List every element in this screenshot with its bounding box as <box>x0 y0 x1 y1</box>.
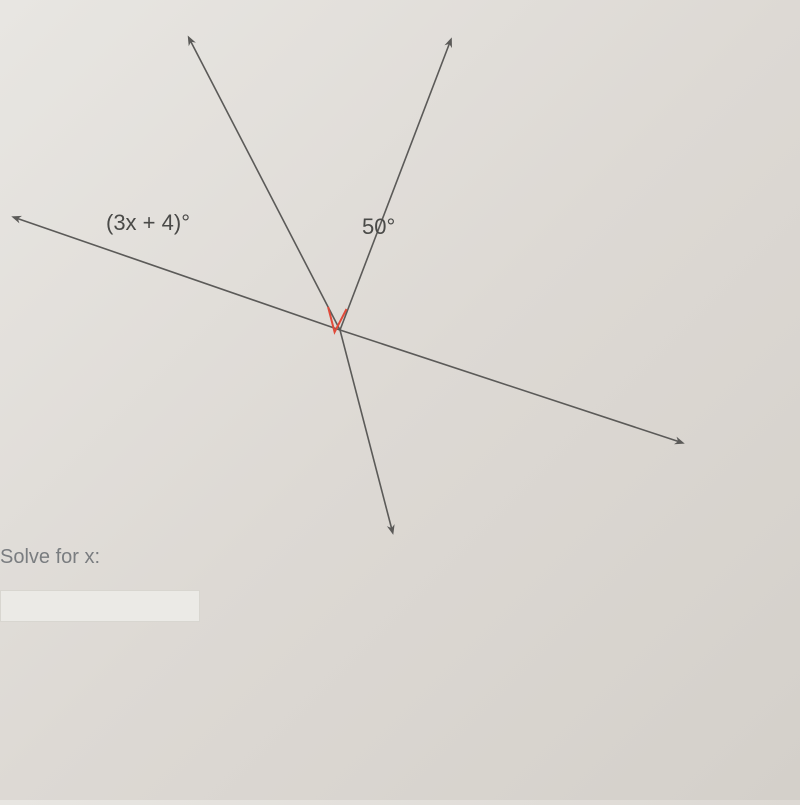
ray-right <box>340 330 680 442</box>
ray-upper-right <box>340 42 450 330</box>
angle-50: 50° <box>362 214 395 240</box>
answer-input[interactable] <box>0 590 200 622</box>
angle-diagram: (3x + 4)° 50° <box>0 0 800 800</box>
solve-for-x-prompt: Solve for x: <box>0 546 100 569</box>
ray-down <box>340 330 392 530</box>
angle-3x-plus-4: (3x + 4)° <box>106 210 190 236</box>
diagram-svg <box>0 0 800 800</box>
